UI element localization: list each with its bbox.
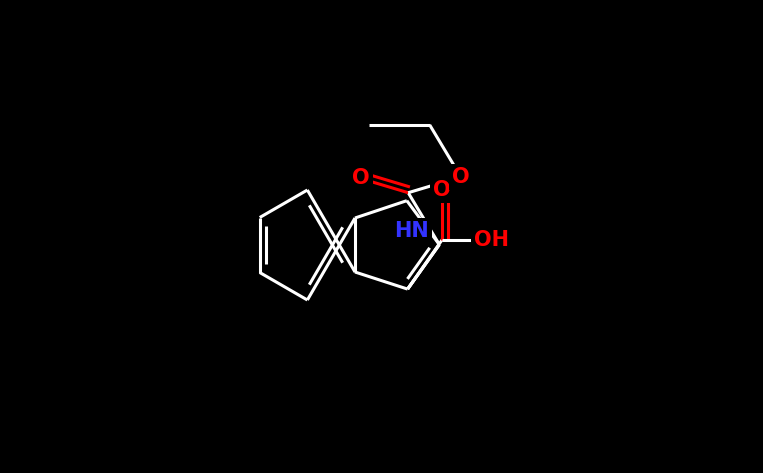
Text: O: O [452,167,470,187]
Text: OH: OH [475,229,509,250]
Text: O: O [433,180,451,200]
Text: O: O [352,168,369,189]
Text: HN: HN [394,221,430,241]
